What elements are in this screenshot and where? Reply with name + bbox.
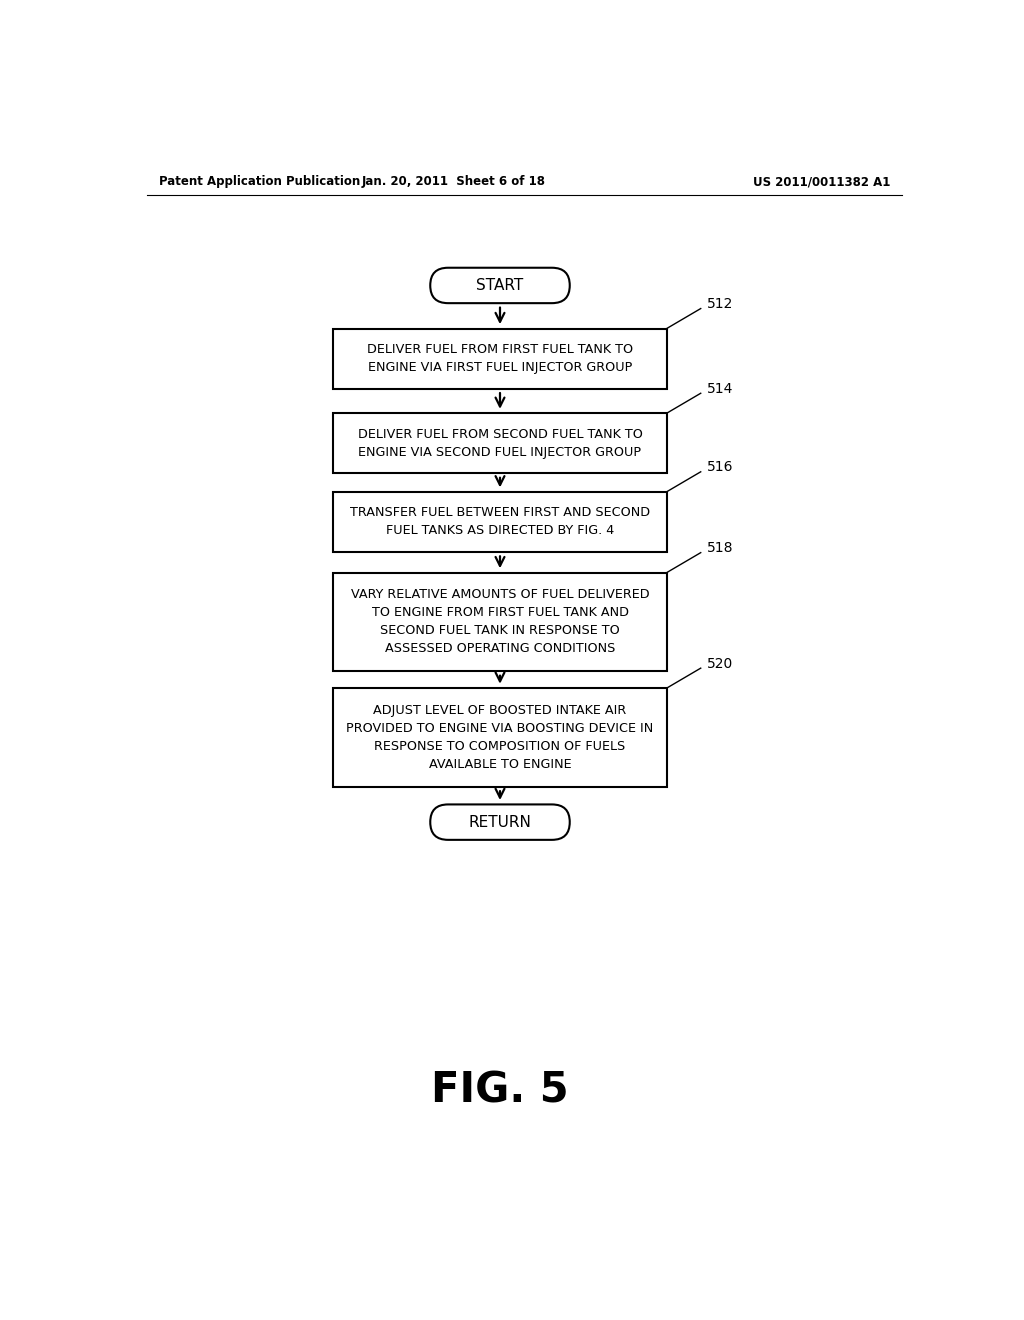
Text: 516: 516 xyxy=(707,461,733,474)
Text: VARY RELATIVE AMOUNTS OF FUEL DELIVERED
TO ENGINE FROM FIRST FUEL TANK AND
SECON: VARY RELATIVE AMOUNTS OF FUEL DELIVERED … xyxy=(350,589,649,656)
Text: DELIVER FUEL FROM FIRST FUEL TANK TO
ENGINE VIA FIRST FUEL INJECTOR GROUP: DELIVER FUEL FROM FIRST FUEL TANK TO ENG… xyxy=(367,343,633,374)
Bar xyxy=(334,688,667,787)
Text: Patent Application Publication: Patent Application Publication xyxy=(159,176,360,187)
Text: DELIVER FUEL FROM SECOND FUEL TANK TO
ENGINE VIA SECOND FUEL INJECTOR GROUP: DELIVER FUEL FROM SECOND FUEL TANK TO EN… xyxy=(357,428,642,459)
Text: US 2011/0011382 A1: US 2011/0011382 A1 xyxy=(754,176,891,187)
Text: 520: 520 xyxy=(707,656,733,671)
Text: ADJUST LEVEL OF BOOSTED INTAKE AIR
PROVIDED TO ENGINE VIA BOOSTING DEVICE IN
RES: ADJUST LEVEL OF BOOSTED INTAKE AIR PROVI… xyxy=(346,704,653,771)
Bar xyxy=(334,329,667,388)
Bar xyxy=(334,413,667,474)
Bar xyxy=(334,492,667,552)
Text: 512: 512 xyxy=(707,297,733,312)
FancyBboxPatch shape xyxy=(430,804,569,840)
Text: Jan. 20, 2011  Sheet 6 of 18: Jan. 20, 2011 Sheet 6 of 18 xyxy=(361,176,546,187)
Text: START: START xyxy=(476,279,523,293)
Text: 514: 514 xyxy=(707,381,733,396)
Text: TRANSFER FUEL BETWEEN FIRST AND SECOND
FUEL TANKS AS DIRECTED BY FIG. 4: TRANSFER FUEL BETWEEN FIRST AND SECOND F… xyxy=(350,507,650,537)
Text: FIG. 5: FIG. 5 xyxy=(431,1069,568,1111)
Bar xyxy=(334,573,667,671)
Text: 518: 518 xyxy=(707,541,733,554)
Text: RETURN: RETURN xyxy=(469,814,531,830)
FancyBboxPatch shape xyxy=(430,268,569,304)
